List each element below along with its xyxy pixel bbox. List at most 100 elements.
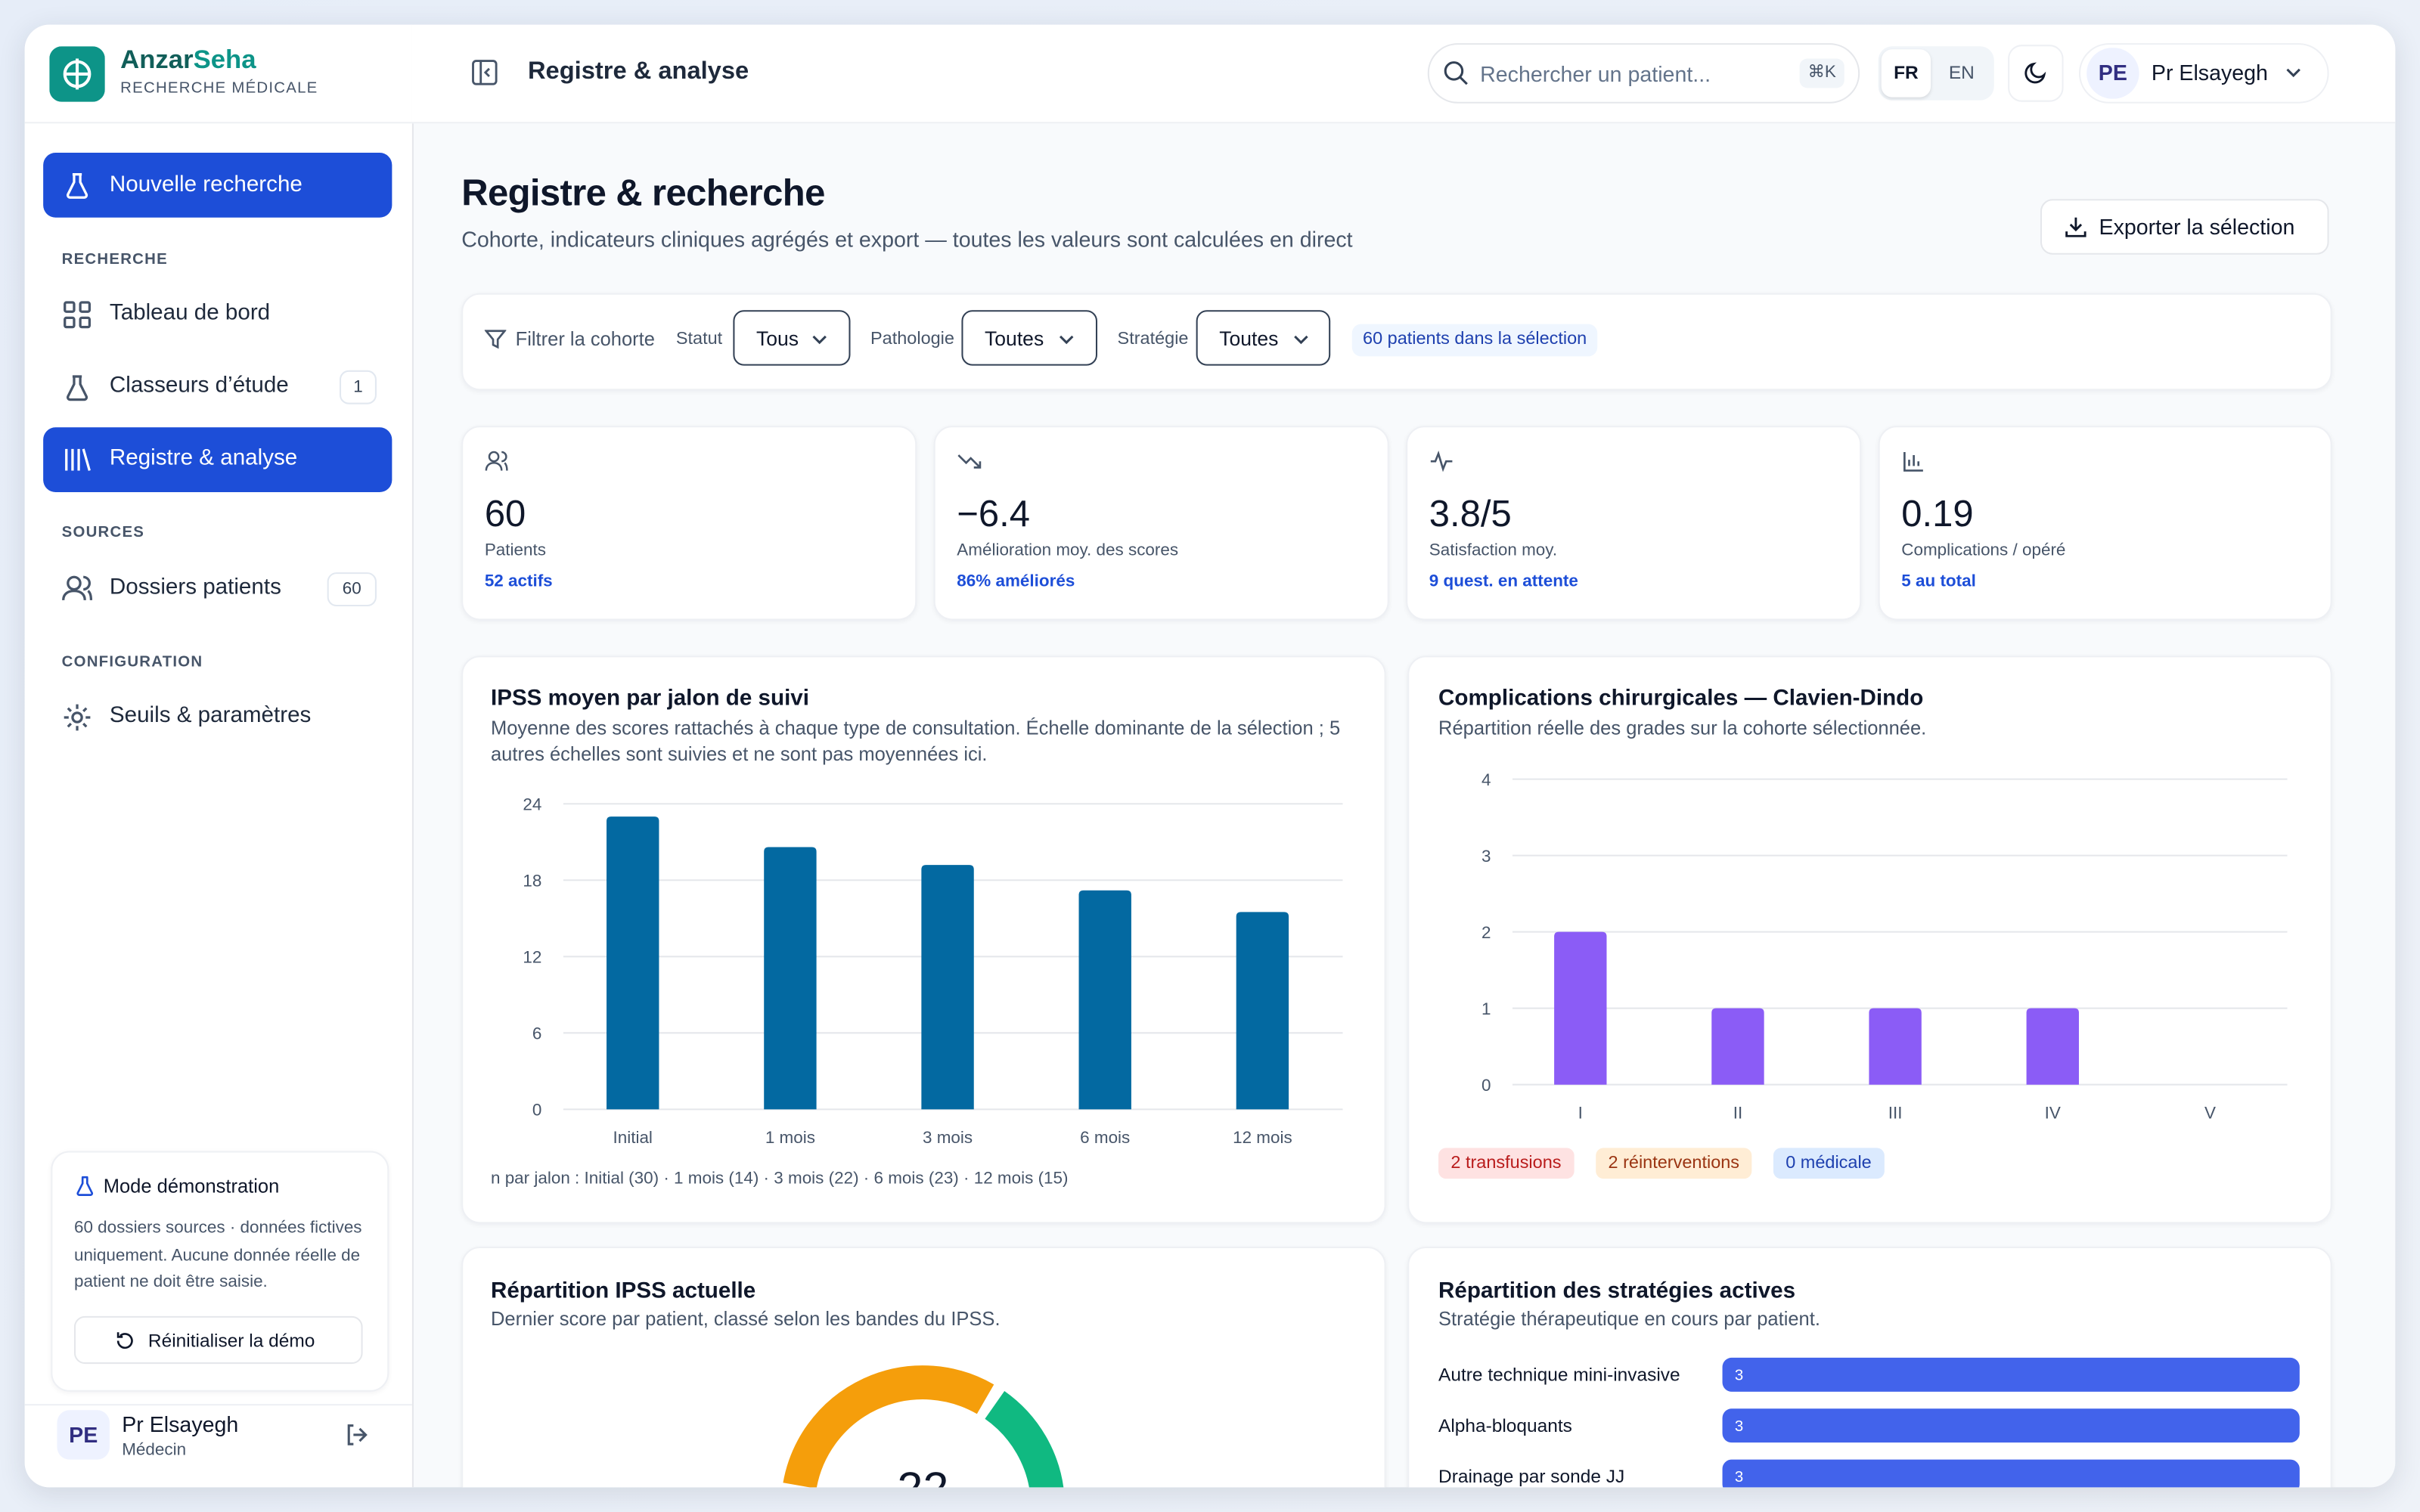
reset-label: Réinitialiser la démo <box>147 1330 315 1352</box>
download-icon <box>2065 217 2086 237</box>
window: AnzarSeha RECHERCHE MÉDICALE Nouvelle re… <box>24 24 2396 1488</box>
section-title: SOURCES <box>61 524 145 542</box>
bar <box>1554 931 1607 1085</box>
kpi-label: Amélioration moy. des scores <box>957 541 1179 560</box>
kpi-value: −6.4 <box>957 494 1031 536</box>
sidebar-toggle[interactable] <box>470 59 498 87</box>
page-subtitle: Cohorte, indicateurs cliniques agrégés e… <box>461 227 1353 252</box>
nav-item[interactable]: Tableau de bord <box>109 300 271 326</box>
bar-icon <box>1903 451 1923 472</box>
filter-select[interactable]: Toutes <box>1196 310 1331 366</box>
filter-select[interactable]: Tous <box>733 310 851 366</box>
nav-item[interactable]: Dossiers patients <box>109 575 281 600</box>
pulse-icon <box>1430 450 1453 472</box>
page-title: Registre & recherche <box>461 172 825 215</box>
new-search-button[interactable] <box>43 153 392 218</box>
filter-field-label: Statut <box>675 330 723 349</box>
flask-icon <box>67 172 88 199</box>
y-tick-label: 18 <box>523 871 541 890</box>
bar <box>1722 1459 2300 1488</box>
nav-item[interactable]: Classeurs d’étude <box>109 373 289 398</box>
chart-subtitle: Répartition réelle des grades sur la coh… <box>1438 717 1927 739</box>
kpi-label: Satisfaction moy. <box>1429 541 1558 560</box>
y-tick-label: 2 <box>1481 923 1491 942</box>
nav-item[interactable]: Seuils & paramètres <box>109 703 312 729</box>
y-tick-label: 24 <box>523 795 541 813</box>
x-tick-label: 1 mois <box>765 1128 815 1147</box>
chart-title: Répartition IPSS actuelle <box>490 1278 756 1304</box>
filter-label: Filtrer la cohorte <box>515 328 655 351</box>
demo-title: Mode démonstration <box>103 1176 280 1198</box>
x-tick-label: IV <box>2045 1104 2061 1123</box>
search-box[interactable] <box>1427 43 1860 104</box>
bar <box>1078 890 1131 1110</box>
theme-button[interactable] <box>2008 45 2064 102</box>
x-tick-label: 6 mois <box>1080 1128 1130 1147</box>
y-tick-label: 1 <box>1481 999 1491 1018</box>
x-tick-label: III <box>1888 1104 1903 1123</box>
x-tick-label: Initial <box>613 1128 653 1147</box>
chart-subtitle: Stratégie thérapeutique en cours par pat… <box>1438 1308 1820 1331</box>
bar <box>1236 912 1289 1110</box>
export-button[interactable] <box>2040 199 2329 255</box>
logout-icon[interactable] <box>343 1421 371 1449</box>
bar <box>1711 1008 1764 1085</box>
logo <box>49 46 105 102</box>
bar <box>764 847 817 1110</box>
filter-icon <box>484 330 507 349</box>
language-option[interactable]: FR <box>1881 49 1931 98</box>
kpi-label: Patients <box>484 541 546 560</box>
x-tick-label: V <box>2204 1104 2216 1123</box>
flask-icon <box>67 375 88 401</box>
chart-subtitle: Dernier score par patient, classé selon … <box>490 1308 1001 1331</box>
kpi-card <box>1406 426 1862 621</box>
chart-tag: 0 médicale <box>1773 1148 1885 1179</box>
bar <box>1722 1357 2300 1392</box>
users-icon <box>485 451 508 471</box>
new-search-label: Nouvelle recherche <box>109 172 302 198</box>
kpi-value: 0.19 <box>1901 494 1974 536</box>
stage: AnzarSeha RECHERCHE MÉDICALE Nouvelle re… <box>24 24 2396 1488</box>
brand-subtitle: RECHERCHE MÉDICALE <box>120 80 318 98</box>
y-tick-label: 0 <box>1481 1076 1491 1095</box>
moon-icon <box>2024 62 2046 84</box>
category-label: Drainage par sonde JJ <box>1438 1467 1624 1487</box>
category-label: Alpha-bloquants <box>1438 1416 1572 1436</box>
avatar: PE <box>57 1410 110 1460</box>
chevron-icon <box>2286 68 2301 78</box>
brand-name: AnzarSeha <box>120 45 256 74</box>
shortcut-badge: ⌘K <box>1799 58 1844 88</box>
trend-down-icon <box>957 454 982 469</box>
y-tick-label: 6 <box>532 1024 541 1043</box>
x-tick-label: II <box>1733 1104 1742 1123</box>
flask-icon <box>76 1176 93 1196</box>
nav-item-label: Registre & analyse <box>109 445 298 471</box>
filter-select[interactable]: Toutes <box>961 310 1098 366</box>
library-icon <box>65 448 91 471</box>
reset-button[interactable] <box>73 1315 363 1365</box>
value-label: 3 <box>1735 1368 1743 1384</box>
topbar-title: Registre & analyse <box>527 58 749 85</box>
chart-tag: 2 transfusions <box>1438 1148 1574 1179</box>
demo-text: 60 dossiers sources · données fictives u… <box>73 1219 362 1292</box>
kpi-note: 86% améliorés <box>957 572 1075 591</box>
user-name: Pr Elsayegh <box>122 1411 239 1436</box>
section-title: RECHERCHE <box>61 251 168 269</box>
language-option[interactable]: EN <box>1948 61 1975 84</box>
chevron-icon <box>1294 335 1308 345</box>
kpi-note: 9 quest. en attente <box>1429 572 1578 591</box>
kpi-value: 60 <box>484 494 526 536</box>
search-placeholder: Rechercher un patient... <box>1480 61 1711 87</box>
user-role: Médecin <box>122 1441 187 1460</box>
donut-arc <box>984 1390 1064 1488</box>
user-name: Pr Elsayegh <box>2151 60 2268 85</box>
value-label: 3 <box>1735 1469 1743 1486</box>
kpi-value: 3.8/5 <box>1429 494 1512 536</box>
x-tick-label: I <box>1578 1104 1583 1123</box>
y-tick-label: 12 <box>523 947 541 966</box>
nav-item-active[interactable] <box>43 427 392 493</box>
category-label: Autre technique mini-invasive <box>1438 1365 1680 1386</box>
